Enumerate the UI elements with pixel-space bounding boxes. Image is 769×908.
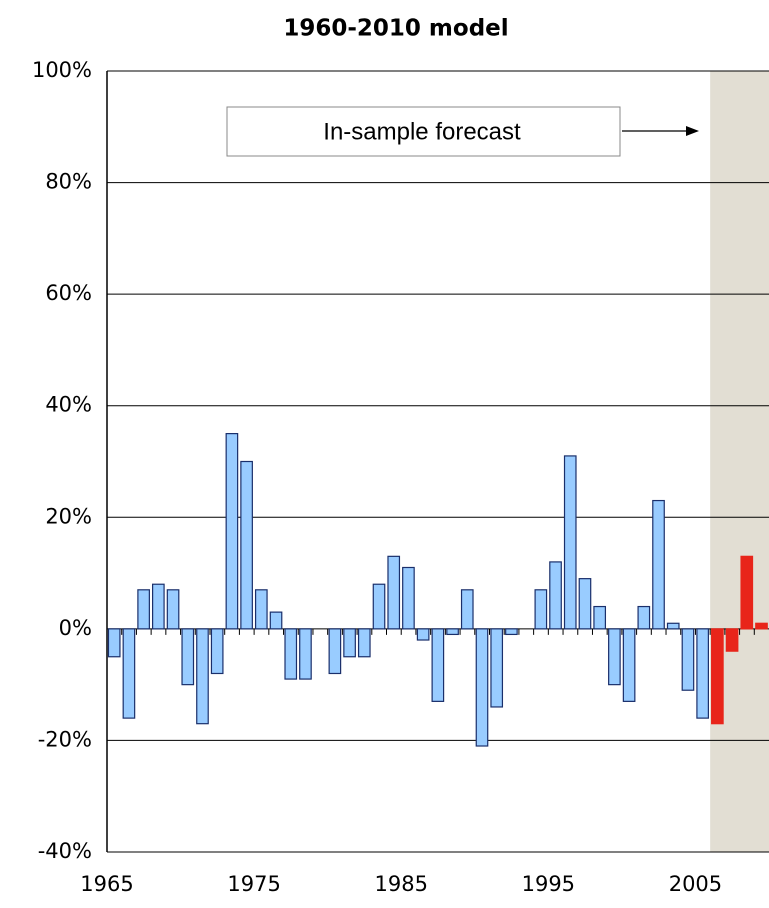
arrow-head: [686, 126, 699, 136]
bar: [578, 578, 592, 630]
bar: [254, 589, 268, 630]
bar: [299, 628, 312, 680]
bar: [711, 628, 724, 725]
bar: [740, 555, 754, 630]
bar: [181, 628, 195, 686]
x-tick-label: 1975: [227, 872, 280, 896]
bar: [534, 589, 548, 630]
bar: [343, 628, 356, 658]
bar: [210, 628, 224, 675]
bar: [166, 589, 180, 630]
bar: [505, 628, 518, 636]
bar: [107, 628, 121, 658]
x-tick-label: 1965: [80, 872, 133, 896]
bar: [637, 605, 651, 630]
y-tick-label: 20%: [45, 504, 92, 528]
bar: [328, 628, 342, 675]
bar: [446, 628, 459, 636]
bar: [475, 628, 489, 747]
bar: [372, 583, 386, 630]
bar: [490, 628, 504, 708]
annotation-box: [226, 106, 621, 157]
bar: [240, 460, 253, 630]
y-tick-label: 40%: [45, 393, 92, 417]
y-tick-label: 60%: [45, 281, 92, 305]
forecast-region: [710, 71, 769, 852]
bar: [387, 555, 401, 630]
bar: [122, 628, 136, 719]
bar: [402, 566, 415, 630]
x-tick-label: 1985: [374, 872, 427, 896]
y-tick-label: 80%: [45, 170, 92, 194]
y-tick-label: 0%: [59, 616, 92, 640]
y-tick-label: 100%: [32, 58, 92, 82]
bar: [725, 628, 739, 652]
bar: [608, 628, 621, 686]
x-tick-label: 2005: [669, 872, 722, 896]
bar: [622, 628, 636, 702]
annotation: In-sample forecast: [323, 118, 521, 145]
bar: [460, 589, 474, 630]
y-tick-label: -20%: [38, 727, 92, 751]
bar: [549, 561, 562, 630]
bar: [225, 433, 239, 630]
bar: [755, 622, 768, 630]
bar: [666, 622, 680, 630]
bar: [284, 628, 298, 680]
bar: [696, 628, 709, 719]
bar: [652, 499, 665, 630]
bar: [681, 628, 695, 691]
bar: [152, 583, 165, 630]
y-tick-label: -40%: [38, 839, 92, 863]
x-tick-label: 1995: [522, 872, 575, 896]
bar: [357, 628, 371, 658]
bar: [137, 589, 150, 630]
bar: [196, 628, 209, 725]
bar: [416, 628, 430, 641]
bar: [563, 455, 577, 630]
chart-title: 1960-2010 model: [283, 16, 508, 42]
bar: [269, 611, 283, 630]
bar: [431, 628, 445, 702]
bar: [593, 605, 607, 630]
